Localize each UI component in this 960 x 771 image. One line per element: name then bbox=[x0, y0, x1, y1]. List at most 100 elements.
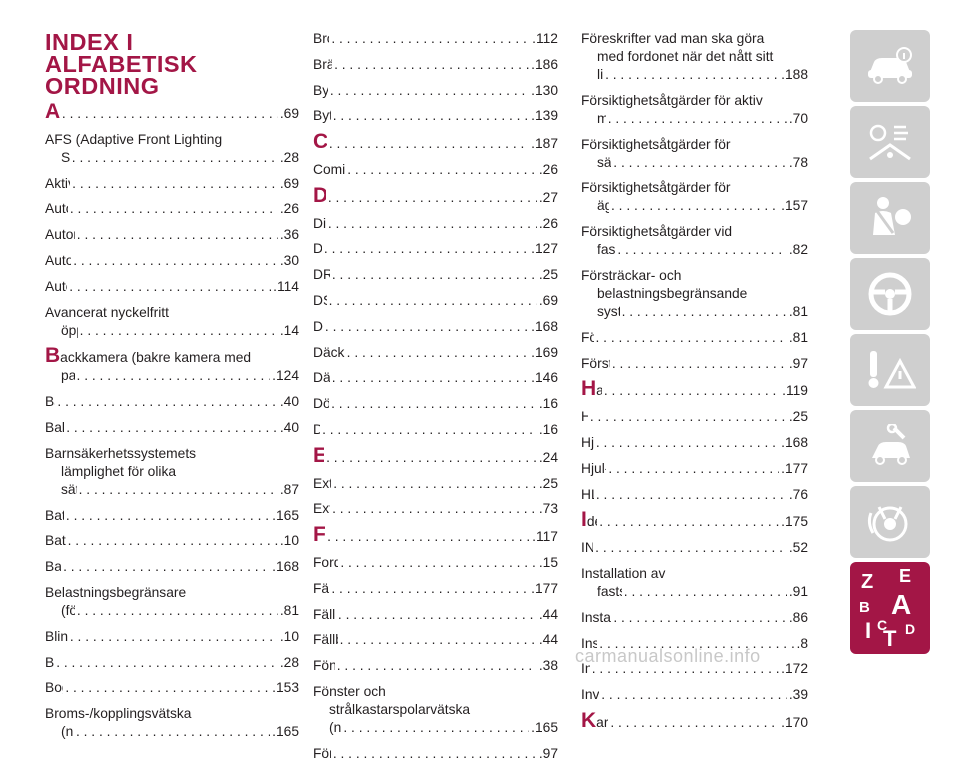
page-number[interactable]: .177 bbox=[531, 580, 558, 596]
page-number[interactable]: .76 bbox=[788, 486, 808, 502]
page-number[interactable]: .169 bbox=[531, 344, 558, 360]
index-entry[interactable]: Automatisk belysning .26 bbox=[45, 200, 299, 218]
page-number[interactable]: .117 bbox=[532, 529, 558, 545]
index-entry[interactable]: Bromsassistans .112 bbox=[313, 30, 558, 48]
page-number[interactable]: .119 bbox=[782, 383, 808, 399]
page-number[interactable]: .86 bbox=[788, 609, 808, 625]
index-entry[interactable]: Farthållare.117 bbox=[313, 526, 558, 546]
index-entry[interactable]: Försträckar- och belastningsbegränsande sy… bbox=[581, 267, 808, 321]
index-entry[interactable]: Batteri (underhåll) .165 bbox=[45, 507, 299, 525]
page-number[interactable]: .73 bbox=[538, 501, 558, 517]
chapter-tab-maintenance[interactable] bbox=[850, 410, 930, 482]
index-entry[interactable]: Försträckare till säkerhetsbälten .97 bbox=[581, 355, 808, 373]
chapter-tab-car-info[interactable] bbox=[850, 30, 930, 102]
index-entry[interactable]: Bogsera fordonet .153 bbox=[45, 679, 299, 697]
index-entry[interactable]: Coming Home-belysningssystem .26 bbox=[313, 161, 558, 179]
page-number[interactable]: .26 bbox=[279, 201, 299, 217]
chapter-tab-index[interactable]: Z E B A I C T D bbox=[850, 562, 930, 654]
index-entry[interactable]: Fällbart tak (nedfällning) .44 bbox=[313, 631, 558, 649]
page-number[interactable]: .91 bbox=[788, 583, 808, 599]
page-number[interactable]: .188 bbox=[781, 67, 808, 82]
page-number[interactable]: .87 bbox=[279, 481, 299, 497]
page-number[interactable]: .186 bbox=[531, 56, 558, 72]
index-entry[interactable]: Dimframljus .26 bbox=[313, 215, 558, 233]
index-entry[interactable]: Kaross (skötsel och underhåll) .170 bbox=[581, 712, 808, 732]
index-entry[interactable]: Dörrar .16 bbox=[313, 421, 558, 439]
index-entry[interactable]: Försiktighetsåtgärder för ägarunderhåll .1… bbox=[581, 179, 808, 215]
page-number[interactable]: .27 bbox=[538, 189, 558, 205]
page-number[interactable]: .40 bbox=[279, 394, 299, 410]
index-entry[interactable]: Dimbakljus.27 bbox=[313, 187, 558, 207]
index-entry[interactable]: CO2 utsläpp.187 bbox=[313, 133, 558, 153]
page-number[interactable]: .28 bbox=[279, 654, 299, 670]
page-number[interactable]: .14 bbox=[279, 322, 299, 338]
page-number[interactable]: .69 bbox=[538, 292, 558, 308]
index-entry[interactable]: AFS (Adaptive Front Lighting System) .28 bbox=[45, 131, 299, 167]
page-number[interactable]: .44 bbox=[538, 606, 558, 622]
page-number[interactable]: .153 bbox=[272, 680, 299, 696]
index-entry[interactable]: Baklucka .40 bbox=[45, 393, 299, 411]
page-number[interactable]: .16 bbox=[538, 421, 558, 437]
page-number[interactable]: .172 bbox=[781, 661, 808, 677]
page-number[interactable]: .175 bbox=[781, 514, 808, 530]
index-entry[interactable]: Däckbyte .168 bbox=[313, 318, 558, 336]
page-number[interactable]: .69 bbox=[279, 175, 299, 191]
index-entry[interactable]: ABS-system.69 bbox=[45, 103, 299, 123]
page-number[interactable]: .25 bbox=[538, 475, 558, 491]
page-number[interactable]: .81 bbox=[788, 303, 808, 319]
index-entry[interactable]: Däckrotation (rekommendationer) .169 bbox=[313, 344, 558, 362]
index-entry[interactable]: Instrumentpanel .8 bbox=[581, 635, 808, 653]
page-number[interactable]: .25 bbox=[538, 267, 558, 283]
page-number[interactable]: .165 bbox=[531, 719, 558, 735]
page-number[interactable]: .81 bbox=[788, 329, 808, 345]
chapter-tab-driving[interactable] bbox=[850, 258, 930, 330]
page-number[interactable]: .177 bbox=[781, 460, 808, 476]
page-number[interactable]: .24 bbox=[538, 449, 558, 465]
index-entry[interactable]: Fälgar och däck .177 bbox=[313, 580, 558, 598]
page-number[interactable]: .70 bbox=[788, 110, 808, 126]
index-entry[interactable]: Identifieringsdata .175 bbox=[581, 511, 808, 531]
index-entry[interactable]: Försiktighetsåtgärder vid fastspänning av… bbox=[581, 223, 808, 259]
page-number[interactable]: .36 bbox=[279, 227, 299, 243]
index-entry[interactable]: Blinkers .28 bbox=[45, 654, 299, 672]
index-entry[interactable]: Hjul- och däckspecifikationer .177 bbox=[581, 460, 808, 478]
index-entry[interactable]: DRL (varselljus) .25 bbox=[313, 266, 558, 284]
index-entry[interactable]: Broms-/kopplingsvätska (nivåkontroll) .165 bbox=[45, 705, 299, 741]
page-number[interactable]: .15 bbox=[538, 554, 558, 570]
page-number[interactable]: .81 bbox=[279, 602, 299, 618]
index-entry[interactable]: Dödlägesenhet .16 bbox=[313, 395, 558, 413]
index-entry[interactable]: Automatisk klimatanläggning .36 bbox=[45, 226, 299, 244]
page-number[interactable]: .10 bbox=[279, 533, 299, 549]
index-entry[interactable]: Försiktighetsåtgärder för aktiv motorhuv.… bbox=[581, 92, 808, 128]
index-entry[interactable]: Blinka för att köra om .10 bbox=[45, 628, 299, 646]
page-number[interactable]: .44 bbox=[538, 632, 558, 648]
index-entry[interactable]: Bränsleförbrukning .186 bbox=[313, 56, 558, 74]
index-entry[interactable]: Barnsäkerhetssystemets lämplighet för oli… bbox=[45, 445, 299, 499]
index-entry[interactable]: Fordonets säkerhetslarm .15 bbox=[313, 554, 558, 572]
index-entry[interactable]: Baklucka (öppna) .40 bbox=[45, 419, 299, 437]
page-number[interactable]: .38 bbox=[538, 658, 558, 674]
index-entry[interactable]: Invändig utrustning .39 bbox=[581, 686, 808, 704]
index-entry[interactable]: Belastningsbegränsare (försträckare) .81 bbox=[45, 584, 299, 620]
index-entry[interactable]: Föreskrifter vad man ska göra med fordone… bbox=[581, 30, 808, 84]
page-number[interactable]: .130 bbox=[531, 82, 558, 98]
index-entry[interactable]: Elspeglar.24 bbox=[313, 447, 558, 467]
page-number[interactable]: .39 bbox=[788, 687, 808, 703]
index-entry[interactable]: Extra körsystem .73 bbox=[313, 500, 558, 518]
index-entry[interactable]: Helljus .25 bbox=[581, 408, 808, 426]
index-entry[interactable]: Backkamera (bakre kamera med parkeringsvy… bbox=[45, 345, 299, 385]
page-number[interactable]: .97 bbox=[538, 745, 558, 761]
index-entry[interactable]: Byte av säkringar .139 bbox=[313, 107, 558, 125]
page-number[interactable]: .124 bbox=[272, 368, 299, 384]
page-number[interactable]: .28 bbox=[279, 149, 299, 165]
page-number[interactable]: .168 bbox=[531, 318, 558, 334]
page-number[interactable]: .139 bbox=[531, 108, 558, 124]
index-entry[interactable]: Batteriladdning .168 bbox=[45, 558, 299, 576]
index-entry[interactable]: Installationsposition för bilbarnstol .86 bbox=[581, 609, 808, 627]
chapter-tab-dashboard[interactable] bbox=[850, 106, 930, 178]
page-number[interactable]: .127 bbox=[531, 241, 558, 257]
index-entry[interactable]: Förarkrockkudde .97 bbox=[313, 745, 558, 763]
chapter-tab-technical[interactable] bbox=[850, 486, 930, 558]
index-entry[interactable]: HLA-funktion .76 bbox=[581, 486, 808, 504]
index-entry[interactable]: Installation av fastspänningssystem för b… bbox=[581, 565, 808, 601]
